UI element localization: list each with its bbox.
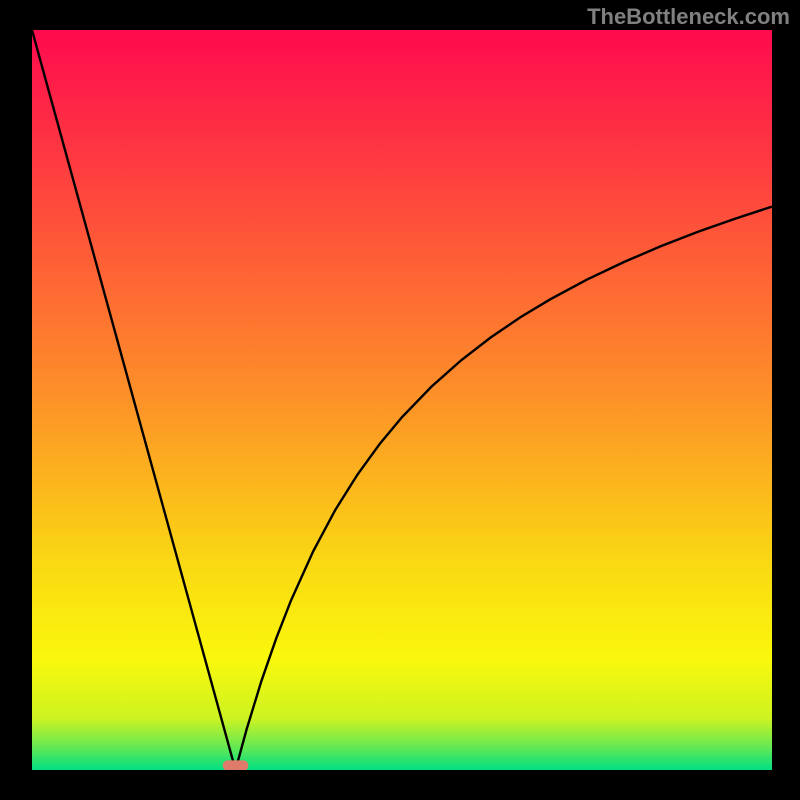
min-marker [223, 760, 249, 770]
curve-left [32, 30, 236, 770]
curve-right [236, 207, 773, 770]
chart-plot-area [32, 30, 772, 770]
watermark-text: TheBottleneck.com [587, 4, 790, 30]
chart-svg [32, 30, 772, 770]
